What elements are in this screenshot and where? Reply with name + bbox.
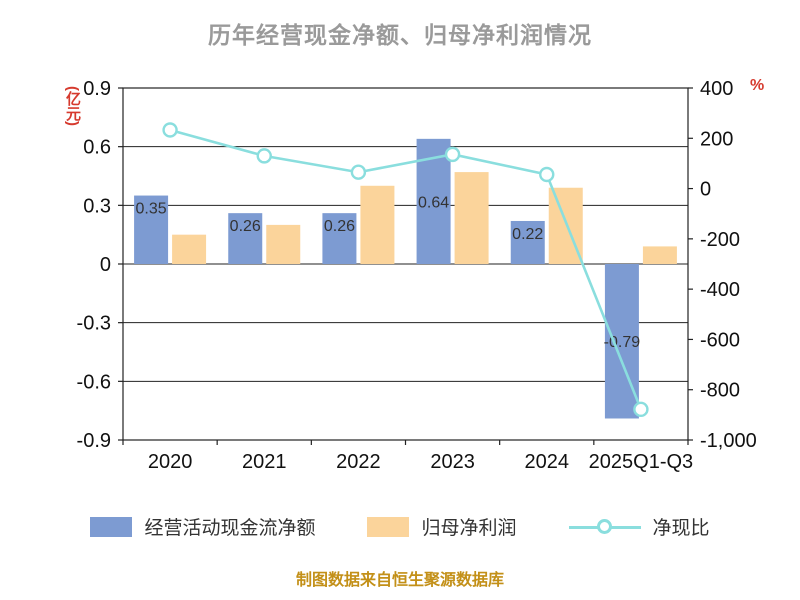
bar-netprofit <box>642 246 677 264</box>
y-tick-label-left: 0.6 <box>83 137 111 159</box>
bar-value-label: 0.35 <box>136 201 167 218</box>
legend-item-cashflow: 经营活动现金流净额 <box>90 513 315 540</box>
y-tick-label-right: -1,000 <box>700 430 757 452</box>
y-tick-label-right: 400 <box>700 78 733 100</box>
legend-label-cashflow: 经营活动现金流净额 <box>144 518 316 539</box>
bar-netprofit <box>454 172 489 264</box>
x-tick-label: 2025Q1-Q3 <box>589 451 694 473</box>
legend-swatch-cashflow-icon <box>90 516 133 537</box>
y-tick-label-right: 0 <box>700 179 711 201</box>
bar-cashflow <box>134 195 169 264</box>
bar-netprofit <box>360 185 395 264</box>
y-tick-label-right: -600 <box>700 329 740 351</box>
y-tick-label-left: -0.6 <box>77 371 111 393</box>
x-tick-label: 2021 <box>242 451 287 473</box>
bar-netprofit <box>172 234 207 264</box>
y-tick-label-right: -800 <box>700 380 740 402</box>
legend-item-ratio: 净现比 <box>568 513 710 540</box>
bar-value-label: 0.64 <box>418 194 449 211</box>
left-axis-unit-label: (亿元) <box>64 86 81 126</box>
legend: 经营活动现金流净额 归母净利润 净现比 <box>0 513 800 540</box>
y-tick-label-right: -400 <box>700 279 740 301</box>
ratio-marker <box>162 122 178 138</box>
ratio-line <box>169 128 643 410</box>
legend-item-netprofit: 归母净利润 <box>367 513 517 540</box>
ratio-marker <box>633 401 649 418</box>
data-source-note: 制图数据来自恒生聚源数据库 <box>295 572 504 589</box>
legend-swatch-netprofit-icon <box>367 516 410 537</box>
bar-value-label: -0.79 <box>604 334 641 351</box>
y-tick-label-left: 0.3 <box>83 195 111 217</box>
y-tick-label-right: -200 <box>700 229 740 251</box>
ratio-marker <box>444 146 461 163</box>
bar-cashflow <box>510 220 545 264</box>
right-axis-unit-label: % <box>750 77 765 94</box>
ratio-marker <box>350 164 367 180</box>
x-tick-label: 2023 <box>430 451 475 473</box>
bar-value-label: 0.26 <box>230 218 261 235</box>
ratio-marker <box>256 148 272 164</box>
bar-cashflow <box>228 213 263 264</box>
y-tick-label-left: 0 <box>100 254 111 276</box>
legend-circle-icon <box>596 518 612 534</box>
x-tick-label: 2022 <box>336 451 381 473</box>
bar-cashflow <box>322 213 357 264</box>
bar-value-label: 0.22 <box>512 226 543 243</box>
bar-netprofit <box>266 224 301 264</box>
y-tick-label-left: -0.9 <box>77 430 111 452</box>
y-tick-label-right: 200 <box>700 128 733 150</box>
y-tick-label-left: -0.3 <box>77 313 111 335</box>
x-tick-label: 2020 <box>148 451 193 473</box>
chart-title: 历年经营现金净额、归母净利润情况 <box>208 22 592 48</box>
bar-value-label: 0.26 <box>324 218 355 235</box>
y-tick-label-left: 0.9 <box>83 78 111 100</box>
ratio-marker <box>539 166 555 183</box>
x-tick-label: 2024 <box>525 451 570 473</box>
legend-label-netprofit: 归母净利润 <box>421 518 517 539</box>
legend-line-marker-icon <box>568 517 641 537</box>
legend-label-ratio: 净现比 <box>652 518 710 539</box>
